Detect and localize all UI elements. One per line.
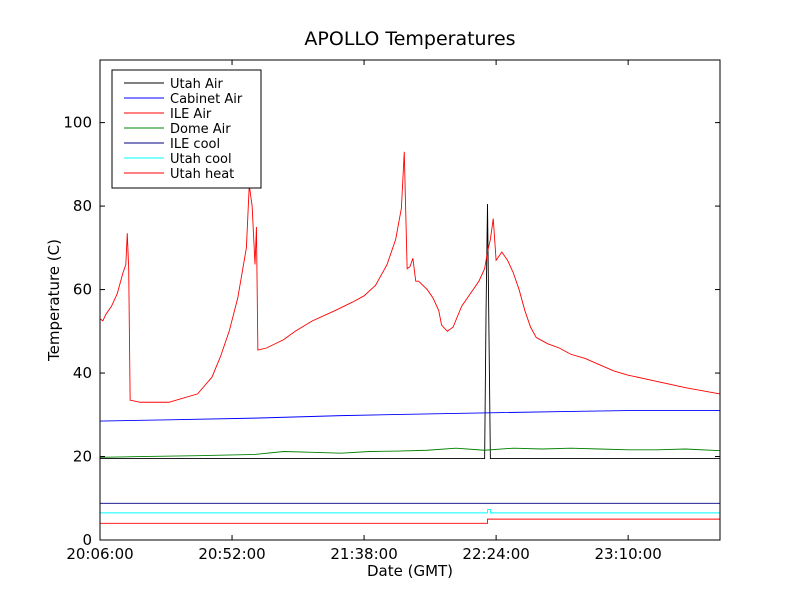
x-axis-label: Date (GMT) [367, 562, 453, 580]
y-tick-label-4: 80 [73, 197, 92, 215]
y-tick-label-1: 20 [73, 448, 92, 466]
y-tick-label-5: 100 [63, 114, 92, 132]
series-line-6 [100, 518, 720, 524]
chart-title: APOLLO Temperatures [304, 28, 515, 50]
plot-lines [99, 151, 721, 524]
y-tick-label-3: 60 [73, 281, 92, 299]
series-line-3 [99, 447, 721, 458]
series-line-1 [99, 410, 720, 422]
x-tick-label-1: 20:52:00 [198, 545, 265, 563]
y-axis-label: Temperature (C) [45, 239, 63, 362]
series-line-2 [99, 151, 721, 403]
legend-label-5: Utah cool [170, 152, 232, 167]
legend-label-2: ILE Air [170, 107, 212, 122]
legend-label-0: Utah Air [170, 77, 223, 92]
x-tick-label-2: 21:38:00 [330, 545, 397, 563]
legend-box [111, 69, 262, 189]
series-line-0 [100, 203, 720, 460]
series-line-5 [100, 509, 720, 514]
y-tick-label-2: 40 [73, 364, 92, 382]
legend-label-3: Dome Air [170, 122, 231, 137]
legend-label-4: ILE cool [170, 137, 220, 152]
axis-ticks: 20:06:00 20:52:00 21:38:00 22:24:00 23:10:00… [63, 60, 720, 563]
x-tick-label-4: 23:10:00 [594, 545, 661, 563]
y-tick-label-0: 0 [82, 531, 92, 549]
legend-label-6: Utah heat [170, 167, 234, 182]
legend-label-1: Cabinet Air [170, 92, 243, 107]
plot-frame [99, 59, 721, 541]
x-tick-label-3: 22:24:00 [462, 545, 529, 563]
x-tick-label-0: 20:06:00 [66, 545, 133, 563]
